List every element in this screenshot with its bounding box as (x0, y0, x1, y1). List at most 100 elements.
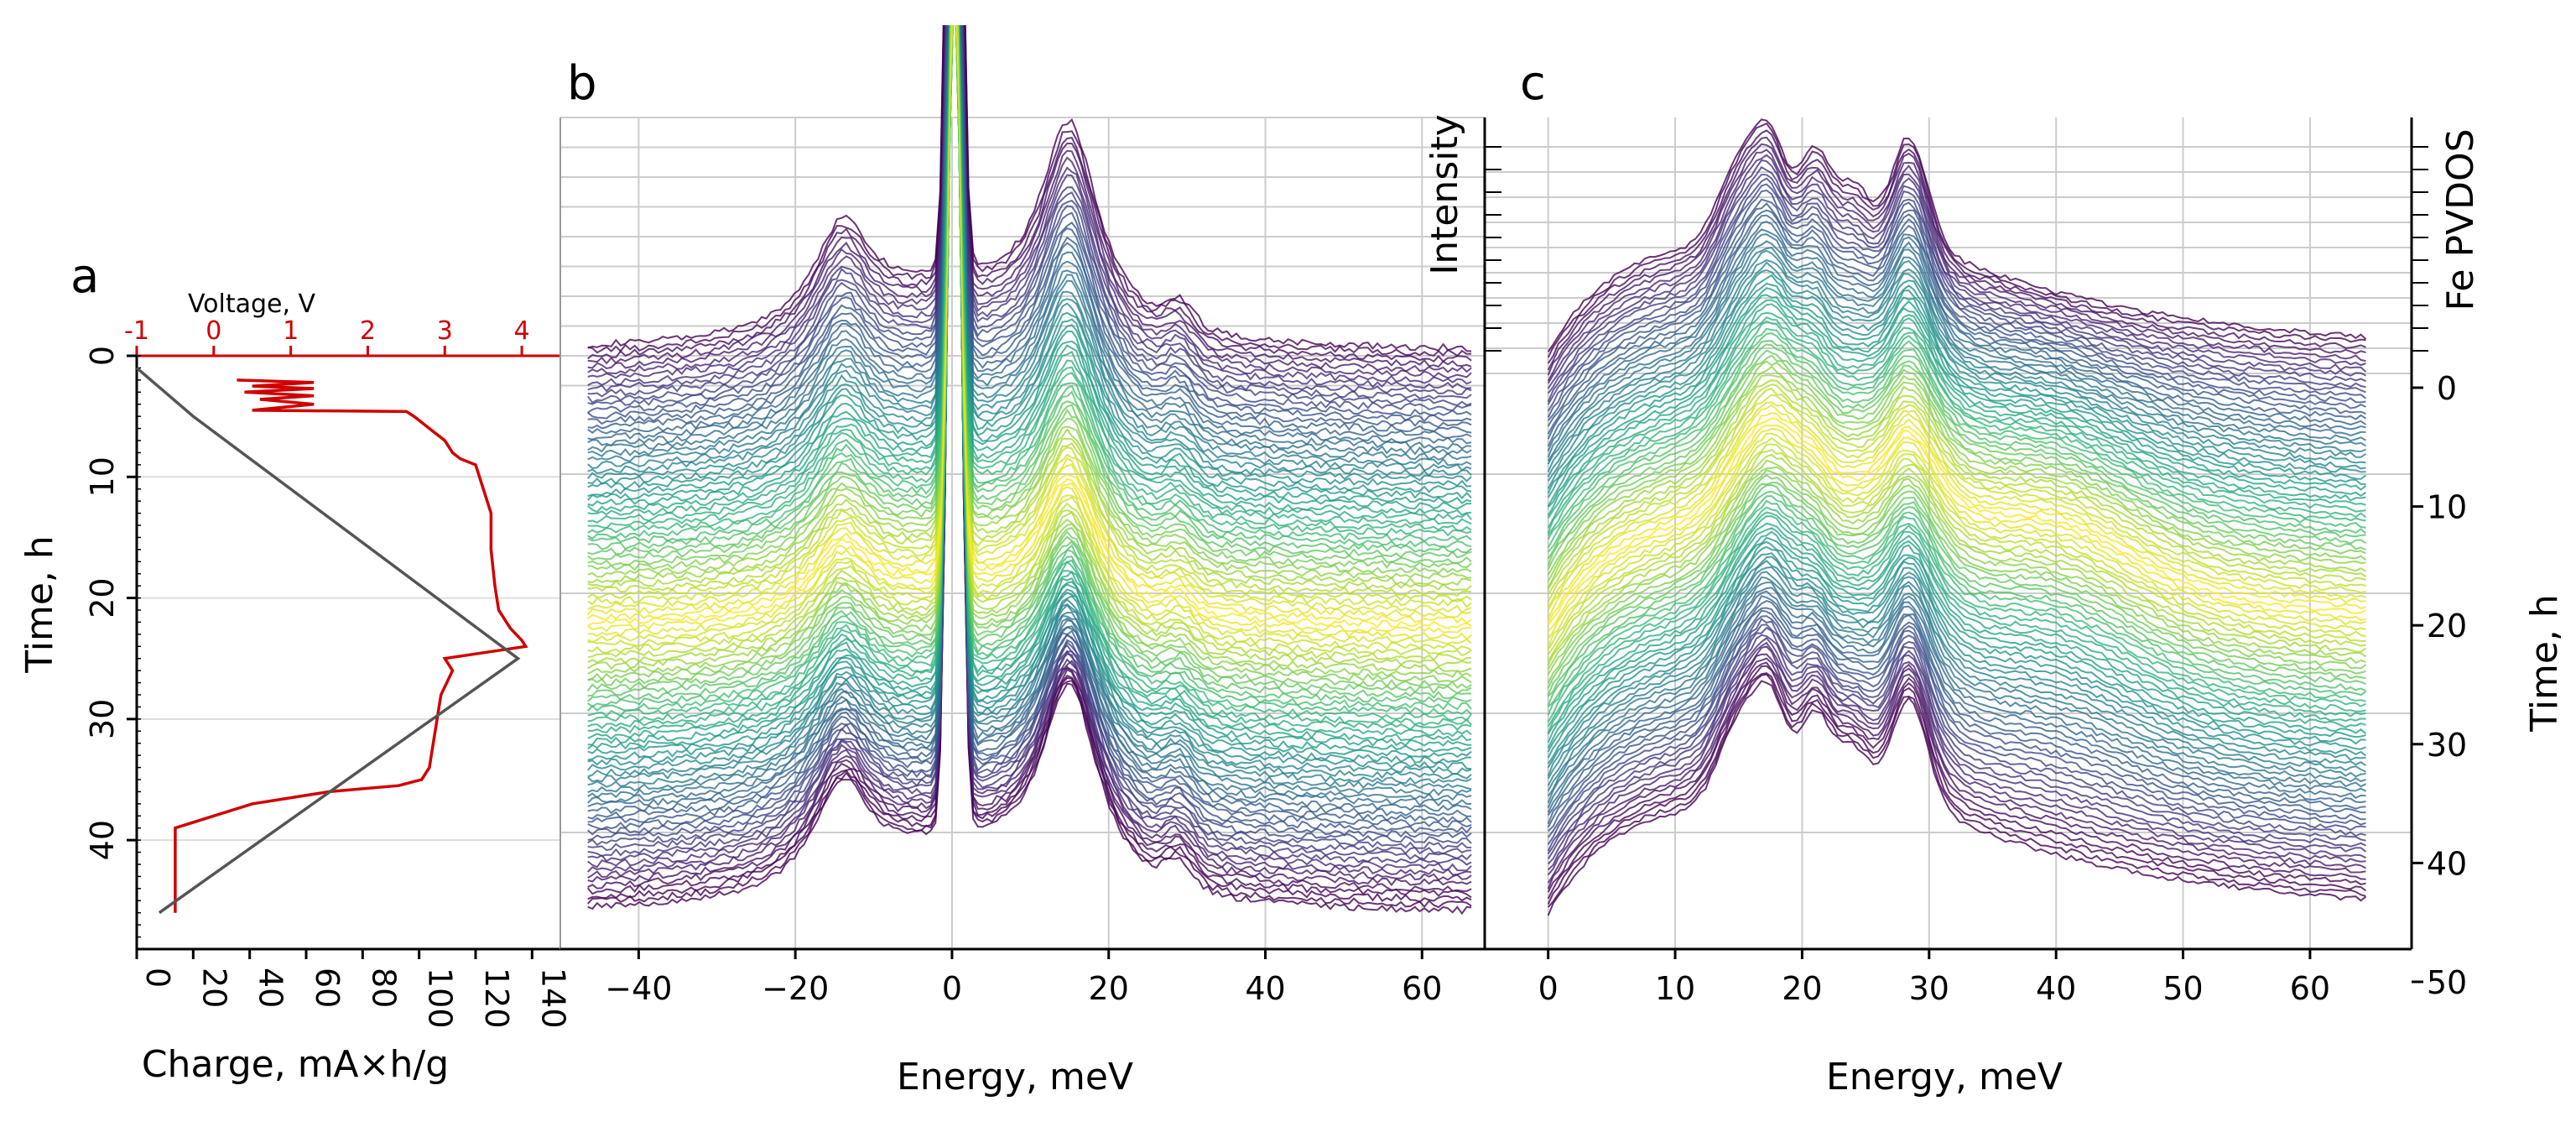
spectrum-line (1547, 645, 2366, 876)
spectrum-line (587, 0, 1472, 742)
time-axis-title-a: Time, h (18, 535, 61, 674)
spectrum-line (587, 0, 1472, 488)
spectrum-line (1547, 424, 2366, 633)
spectrum-line (1547, 412, 2366, 624)
spectrum-line (1547, 522, 2366, 735)
spectrum-line (1547, 129, 2366, 364)
panel-a-gridlines (137, 476, 560, 842)
spectrum-line (1547, 299, 2366, 516)
spectrum-line (1547, 680, 2367, 916)
spectrum-line (587, 0, 1472, 722)
spectrum-line (1547, 320, 2366, 536)
spectrum-line (1547, 641, 2366, 871)
time-tick-label: 10 (84, 457, 121, 497)
spectrum-line (587, 0, 1472, 510)
spectrum-line (1547, 673, 2366, 908)
panel-c-spectra (1547, 118, 2367, 916)
time-tick-label: 20 (2427, 608, 2467, 644)
spectrum-line (587, 0, 1472, 493)
spectrum-line (587, 0, 1472, 389)
spectrum-line (1547, 459, 2367, 670)
spectrum-line (1547, 559, 2367, 780)
spectrum-line (1547, 427, 2366, 639)
spectrum-line (1547, 499, 2366, 716)
spectrum-line (1547, 228, 2366, 451)
charge-tick-label: 80 (365, 968, 402, 1008)
spectrum-line (1547, 473, 2366, 689)
spectrum-line (1547, 469, 2367, 684)
spectrum-line (1547, 576, 2366, 797)
spectrum-line (1547, 311, 2366, 529)
spectrum-line (586, 0, 1472, 483)
panel-c: c 0 10 20 30 40 50 60 0 10 20 30 40 50 Intensity Fe… (1423, 56, 2566, 1098)
spectrum-line (587, 0, 1472, 461)
spectrum-line (1547, 672, 2367, 905)
spectrum-line (587, 0, 1472, 855)
panel-b-letter: b (567, 56, 597, 111)
charge-curve (135, 367, 521, 915)
voltage-tick-label: 0 (206, 316, 221, 346)
time-ticks: 0 10 20 30 40 (84, 346, 137, 860)
spectrum-line (587, 0, 1472, 844)
spectrum-line (1547, 582, 2366, 804)
spectrum-line (1547, 600, 2366, 824)
spectrum-line (1547, 340, 2366, 553)
spectrum-line (587, 0, 1472, 641)
spectrum-line (587, 0, 1472, 608)
spectrum-line (587, 0, 1472, 731)
spectrum-line (1547, 657, 2366, 890)
spectrum-line (1547, 404, 2366, 619)
spectrum-line (1547, 618, 2366, 845)
spectrum-line (587, 0, 1472, 700)
voltage-axis-title: Voltage, V (188, 290, 316, 319)
charge-tick-label: 20 (195, 968, 232, 1008)
voltage-tick-label: 4 (514, 316, 530, 346)
time-tick-label: 20 (84, 577, 121, 618)
voltage-tick-label: 3 (437, 316, 453, 346)
x-tick-label: 30 (1909, 970, 1949, 1007)
time-tick-label: 0 (2437, 370, 2457, 407)
spectrum-line (586, 0, 1472, 618)
spectrum-line (1547, 118, 2367, 352)
spectrum-line (1547, 240, 2367, 462)
spectrum-line (1547, 287, 2367, 507)
panel-b-x-ticks: −40 −20 0 20 40 60 (605, 949, 1442, 1007)
spectrum-line (1547, 294, 2367, 508)
spectrum-line (1547, 303, 2366, 519)
spectrum-line (587, 0, 1472, 727)
charge-tick-label: 120 (478, 968, 515, 1029)
spectrum-line (587, 0, 1472, 703)
spectrum-line (1547, 247, 2366, 465)
spectrum-line (1547, 490, 2366, 706)
spectrum-line (586, 0, 1472, 716)
spectrum-line (1547, 316, 2367, 534)
time-tick-label: 50 (2427, 964, 2467, 1001)
charge-axis-title: Charge, mA×h/g (142, 1043, 449, 1086)
spectrum-line (1547, 189, 2366, 418)
spectrum-line (1547, 198, 2366, 421)
spectrum-line (1547, 624, 2366, 852)
spectrum-line (587, 0, 1472, 764)
time-axis-title-c: Time, h (2523, 594, 2566, 733)
panel-a-series (135, 367, 528, 915)
spectrum-line (1547, 394, 2366, 608)
panel-c-letter: c (1520, 56, 1546, 111)
spectrum-line (587, 0, 1472, 417)
spectrum-line (1547, 354, 2366, 570)
x-tick-label: 60 (2290, 970, 2330, 1007)
spectrum-line (1547, 214, 2367, 440)
panel-c-time-ticks: 0 10 20 30 40 50 (2412, 370, 2467, 1001)
spectrum-line (1547, 249, 2367, 472)
spectrum-line (587, 0, 1472, 753)
spectrum-line (1547, 636, 2367, 865)
spectrum-line (587, 0, 1472, 690)
charge-tick-label: 60 (309, 968, 346, 1008)
spectrum-line (587, 0, 1472, 554)
spectrum-line (1547, 349, 2366, 566)
spectrum-line (1547, 566, 2366, 786)
spectrum-line (1547, 506, 2366, 723)
x-tick-label: 40 (1245, 970, 1285, 1007)
spectrum-line (587, 0, 1472, 357)
